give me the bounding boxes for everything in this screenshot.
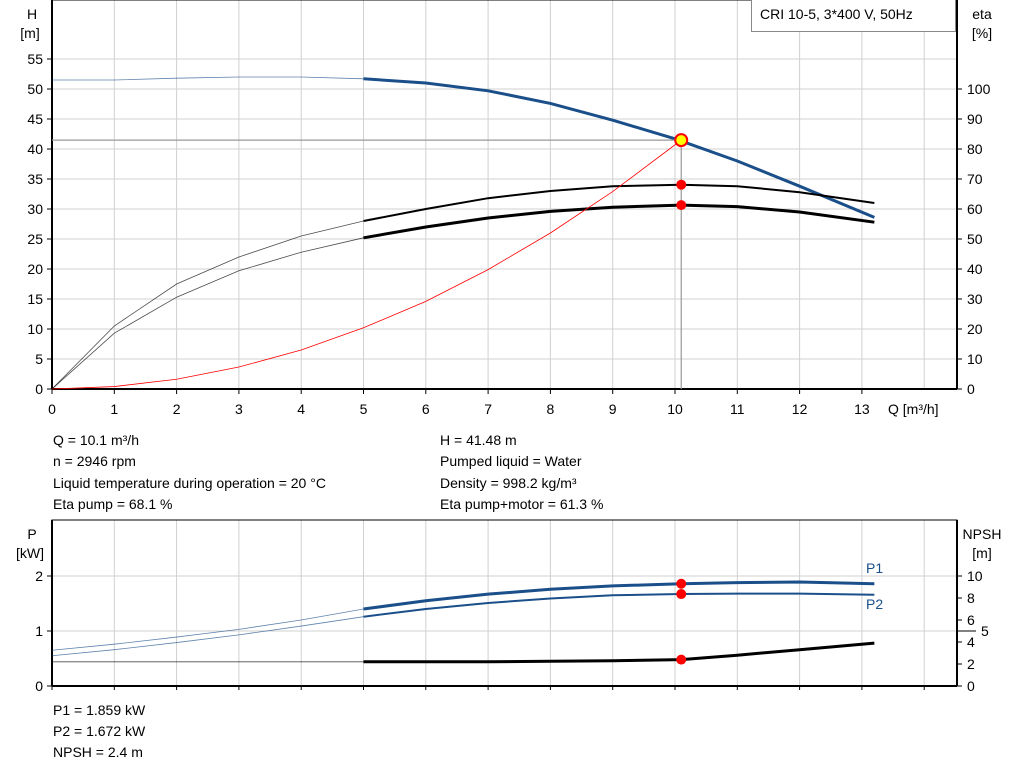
head-chart-left-tick-label: 25 — [27, 231, 43, 247]
power-chart-left-tick-label: 0 — [35, 678, 43, 694]
head-chart-right-tick-label: 20 — [967, 321, 983, 337]
x-tick-label: 9 — [609, 401, 617, 417]
x-tick-label: 11 — [730, 401, 745, 417]
head-chart-right-axis-label: eta — [972, 6, 992, 22]
x-tick-label: 0 — [48, 401, 56, 417]
head-chart-series-eta-pump — [363, 183, 875, 222]
info-eta-pump: Eta pump = 68.1 % — [53, 496, 173, 512]
head-chart-left-tick-label: 0 — [35, 381, 43, 397]
p1-series-label: P1 — [866, 560, 883, 576]
operating-point-marker — [674, 133, 689, 148]
head-chart-left-tick-label: 40 — [27, 141, 43, 157]
npsh-marker — [676, 654, 687, 665]
head-chart-right-tick-label: 100 — [967, 81, 991, 97]
head-chart-left-axis-label: H — [27, 6, 37, 22]
head-chart-left-tick-label: 45 — [27, 111, 43, 127]
power-chart-series-p1-extrapolated — [51, 608, 364, 651]
info-npsh: NPSH = 2.4 m — [53, 744, 143, 760]
head-chart-left-tick-label: 15 — [27, 291, 43, 307]
power-chart-right-tick-label: 10 — [967, 568, 983, 584]
x-tick-label: 6 — [422, 401, 430, 417]
head-chart-right-tick-label: 0 — [967, 381, 975, 397]
x-tick-label: 12 — [792, 401, 808, 417]
head-chart-right-tick-label: 90 — [967, 111, 983, 127]
info-temp: Liquid temperature during operation = 20… — [53, 475, 326, 491]
head-chart-right-tick-label: 40 — [967, 261, 983, 277]
info-liquid: Pumped liquid = Water — [440, 453, 582, 469]
pump-legend-box: CRI 10-5, 3*400 V, 50Hz — [751, 0, 956, 32]
head-chart-right-axis-unit: [%] — [972, 25, 992, 41]
power-chart-right-axis-unit: [m] — [972, 545, 991, 561]
x-tick-label: 5 — [360, 401, 368, 417]
head-chart-left-tick-label: 35 — [27, 171, 43, 187]
power-chart-right-tick-label: 4 — [967, 634, 975, 650]
power-chart-series-p2 — [363, 592, 875, 618]
head-chart-right-tick-label: 50 — [967, 231, 983, 247]
info-p1: P1 = 1.859 kW — [53, 702, 146, 718]
head-chart-series-eta-pump-motor-extrapolated — [51, 237, 364, 390]
head-chart-series-eta-pump-extrapolated — [51, 220, 364, 390]
x-tick-label: 7 — [484, 401, 492, 417]
head-chart-left-tick-label: 55 — [27, 51, 43, 67]
head-chart-right-tick-label: 30 — [967, 291, 983, 307]
head-chart-left-tick-label: 10 — [27, 321, 43, 337]
power-chart-right-tick-label: 8 — [967, 590, 975, 606]
power-chart-series-p1 — [363, 580, 875, 611]
head-chart-left-tick-label: 30 — [27, 201, 43, 217]
head-chart-series-h — [363, 77, 875, 219]
head-chart-right-tick-label: 80 — [967, 141, 983, 157]
head-chart-series-h-extrapolated — [52, 76, 364, 81]
x-tick-label: 3 — [235, 401, 243, 417]
head-chart-right-tick-label: 70 — [967, 171, 983, 187]
power-chart-right-tick-label: 5 — [981, 623, 989, 639]
power-chart-right-tick-label: 0 — [967, 678, 975, 694]
x-tick-label: 4 — [297, 401, 305, 417]
x-tick-label: 2 — [173, 401, 181, 417]
info-eta-pump-motor: Eta pump+motor = 61.3 % — [440, 496, 604, 512]
power-chart-left-tick-label: 2 — [35, 568, 43, 584]
x-tick-label: 1 — [110, 401, 118, 417]
eta-pump-marker — [676, 179, 687, 190]
head-chart-right-tick-label: 10 — [967, 351, 983, 367]
power-chart-right-axis-label: NPSH — [963, 526, 1002, 542]
p2-series-label: P2 — [866, 596, 883, 612]
head-chart-right-tick-label: 60 — [967, 201, 983, 217]
x-tick-label: 10 — [667, 401, 683, 417]
power-chart-series-npsh — [363, 641, 875, 664]
head-chart-left-tick-label: 5 — [35, 351, 43, 367]
eta-pump-motor-marker — [676, 200, 687, 211]
p2-marker — [676, 589, 687, 600]
info-density: Density = 998.2 kg/m³ — [440, 475, 577, 491]
head-chart-left-tick-label: 50 — [27, 81, 43, 97]
power-chart-left-axis-unit: [kW] — [16, 545, 44, 561]
head-chart-left-tick-label: 20 — [27, 261, 43, 277]
power-chart-series-p2-extrapolated — [51, 616, 364, 657]
power-chart-right-tick-label: 6 — [967, 612, 975, 628]
x-tick-label: 13 — [854, 401, 870, 417]
info-q: Q = 10.1 m³/h — [53, 432, 139, 448]
x-axis-label: Q [m³/h] — [888, 401, 939, 417]
power-chart-left-axis-label: P — [27, 526, 36, 542]
power-chart-right-tick-label: 2 — [967, 656, 975, 672]
power-chart-left-tick-label: 1 — [35, 623, 43, 639]
x-tick-label: 8 — [547, 401, 555, 417]
info-h: H = 41.48 m — [440, 432, 517, 448]
head-chart-series-system — [51, 139, 682, 390]
info-p2: P2 = 1.672 kW — [53, 723, 146, 739]
info-n: n = 2946 rpm — [53, 453, 136, 469]
head-chart-left-axis-unit: [m] — [20, 25, 39, 41]
p1-marker — [676, 578, 687, 589]
head-chart-series-eta-pump-motor — [363, 203, 875, 240]
